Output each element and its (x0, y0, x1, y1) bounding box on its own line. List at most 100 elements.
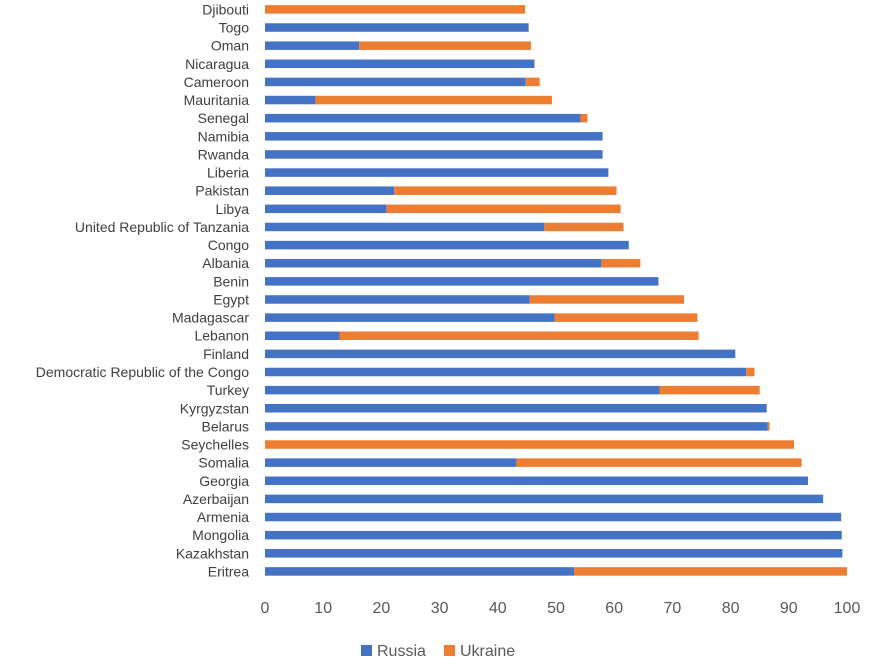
bar-ukraine-turkey (659, 385, 760, 395)
category-label-benin: Benin (213, 273, 249, 289)
x-tick-label: 20 (373, 600, 391, 617)
bar-russia-armenia (265, 512, 842, 522)
bar-ukraine-lebanon (339, 331, 699, 340)
legend-label-russia: Russia (377, 643, 426, 657)
bar-ukraine-cameroon (525, 77, 540, 87)
bar-russia-cameroon (265, 77, 526, 87)
bar-ukraine-egypt (529, 295, 685, 304)
category-label-kyrgyzstan: Kyrgyzstan (180, 400, 249, 416)
category-label-albania: Albania (202, 255, 249, 271)
category-label-pakistan: Pakistan (195, 183, 249, 199)
bar-ukraine-eritrea (574, 567, 847, 576)
x-tick-label: 50 (547, 600, 565, 617)
category-label-congo: Congo (208, 237, 249, 253)
category-label-nicaragua: Nicaragua (185, 56, 249, 72)
bar-russia-belarus (265, 422, 768, 431)
bar-russia-kazakhstan (265, 549, 843, 558)
category-label-seychelles: Seychelles (181, 437, 249, 453)
bar-ukraine-seychelles (265, 440, 795, 449)
legend: Russia Ukraine (361, 643, 515, 657)
bar-russia-senegal (265, 113, 581, 123)
x-tick-label: 0 (261, 600, 270, 617)
x-tick-label: 80 (722, 600, 740, 617)
x-tick-label: 100 (834, 600, 861, 617)
category-label-oman: Oman (211, 38, 249, 54)
category-label-democratic-republic-of-the-congo: Democratic Republic of the Congo (36, 364, 249, 380)
bar-ukraine-somalia (516, 458, 802, 467)
category-label-mauritania: Mauritania (184, 92, 250, 108)
legend-label-ukraine: Ukraine (460, 643, 515, 657)
bar-ukraine-albania (601, 258, 641, 268)
bar-russia-nicaragua (265, 59, 535, 69)
category-label-belarus: Belarus (202, 418, 249, 434)
bar-russia-turkey (265, 385, 660, 395)
bar-russia-lebanon (265, 331, 340, 340)
legend-swatch-ukraine (444, 645, 455, 656)
x-tick-label: 60 (605, 600, 623, 617)
x-tick-label: 10 (314, 600, 332, 617)
bar-ukraine-belarus (767, 422, 770, 431)
bar-ukraine-senegal (580, 113, 588, 123)
bar-russia-oman (265, 41, 360, 50)
bar-ukraine-madagascar (554, 313, 698, 322)
bar-russia-albania (265, 258, 602, 268)
x-tick-label: 90 (780, 600, 798, 617)
bar-ukraine-libya (386, 204, 621, 214)
category-label-liberia: Liberia (207, 165, 249, 181)
bar-russia-finland (265, 349, 736, 359)
category-label-kazakhstan: Kazakhstan (176, 545, 249, 561)
category-label-cameroon: Cameroon (184, 74, 249, 90)
category-label-namibia: Namibia (198, 128, 250, 144)
category-label-mongolia: Mongolia (192, 527, 249, 543)
bar-russia-egypt (265, 295, 530, 304)
category-label-georgia: Georgia (199, 473, 249, 489)
x-tick-label: 30 (431, 600, 449, 617)
category-label-egypt: Egypt (213, 291, 249, 307)
bar-russia-democratic-republic-of-the-congo (265, 367, 747, 377)
category-label-united-republic-of-tanzania: United Republic of Tanzania (75, 219, 249, 235)
bar-russia-liberia (265, 168, 609, 177)
category-label-libya: Libya (216, 201, 250, 217)
bars-group (265, 5, 847, 576)
category-labels: Djibouti Togo Oman Nicaragua Cameroon Maurita… (36, 1, 250, 579)
bar-ukraine-djibouti (265, 5, 526, 14)
bar-russia-pakistan (265, 186, 395, 195)
bar-ukraine-united-republic-of-tanzania (544, 222, 624, 232)
x-tick-label: 70 (664, 600, 682, 617)
bar-russia-mauritania (265, 95, 316, 105)
bar-russia-benin (265, 277, 659, 286)
category-label-finland: Finland (203, 346, 249, 362)
bar-russia-mongolia (265, 530, 842, 540)
bar-russia-eritrea (265, 567, 575, 576)
bar-russia-georgia (265, 476, 809, 486)
x-tick-label: 40 (489, 600, 507, 617)
bar-russia-congo (265, 240, 629, 250)
bar-ukraine-democratic-republic-of-the-congo (746, 367, 755, 377)
bar-ukraine-oman (359, 41, 531, 50)
category-label-lebanon: Lebanon (194, 328, 249, 344)
bar-russia-kyrgyzstan (265, 404, 767, 413)
legend-swatch-russia (361, 645, 372, 656)
bar-russia-azerbaijan (265, 494, 824, 504)
bar-russia-madagascar (265, 313, 555, 322)
category-label-eritrea: Eritrea (208, 563, 249, 579)
bar-russia-namibia (265, 132, 603, 141)
category-label-senegal: Senegal (198, 110, 249, 126)
category-label-togo: Togo (219, 20, 250, 36)
bar-ukraine-mauritania (315, 95, 552, 105)
category-label-madagascar: Madagascar (172, 310, 249, 326)
category-label-rwanda: Rwanda (198, 146, 250, 162)
bar-ukraine-pakistan (394, 186, 617, 195)
bar-russia-togo (265, 23, 529, 32)
category-label-turkey: Turkey (207, 382, 249, 398)
bar-russia-rwanda (265, 150, 603, 159)
bar-russia-united-republic-of-tanzania (265, 222, 545, 232)
bar-russia-somalia (265, 458, 517, 467)
bar-russia-libya (265, 204, 387, 214)
category-label-somalia: Somalia (198, 455, 249, 471)
category-label-djibouti: Djibouti (202, 1, 249, 17)
category-label-armenia: Armenia (197, 509, 249, 525)
category-label-azerbaijan: Azerbaijan (183, 491, 249, 507)
x-axis-ticks: 0 10 20 30 40 50 60 70 80 90 100 (261, 600, 861, 617)
